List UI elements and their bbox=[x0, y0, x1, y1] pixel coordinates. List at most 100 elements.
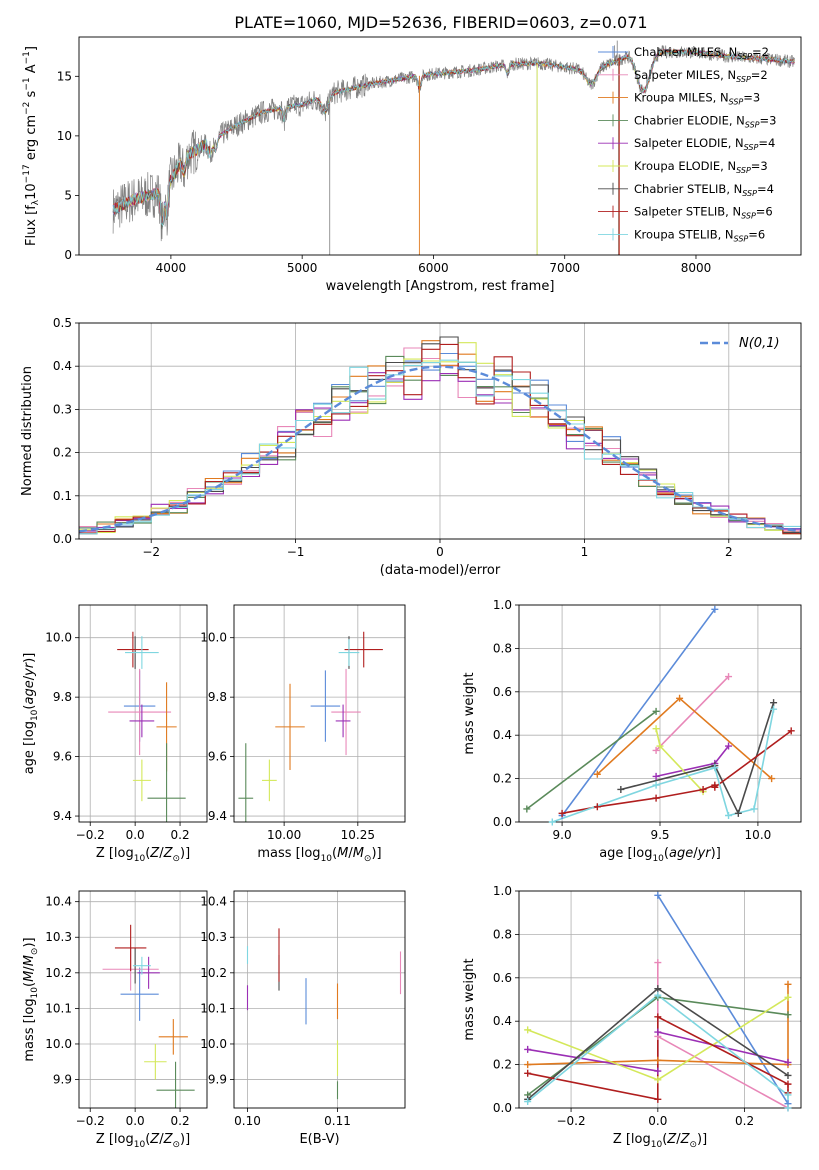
series-marker bbox=[652, 781, 660, 789]
x-axis-label: Z [log10(Z/Z⊙)] bbox=[96, 846, 190, 864]
series-marker bbox=[593, 770, 601, 778]
x-tick-label: −2 bbox=[142, 545, 160, 559]
plot-area bbox=[526, 608, 792, 822]
y-tick-label: 9.6 bbox=[53, 750, 72, 764]
series-marker bbox=[654, 891, 662, 899]
chart-age-vs-Z: −0.2 0.0 0.2 9.4 9.6 9.8 10.0 Z [log10(Z/Z⊙)] ag… bbox=[22, 604, 208, 864]
y-tick-label: 10.0 bbox=[200, 1037, 227, 1051]
y-tick-label: 9.4 bbox=[53, 809, 72, 823]
series-marker bbox=[654, 959, 662, 967]
series-marker bbox=[654, 1056, 662, 1064]
series-marker bbox=[524, 1097, 532, 1105]
y-tick-label: 10.0 bbox=[45, 1037, 72, 1051]
x-tick-label: 0.2 bbox=[171, 1114, 190, 1128]
legend-entry: Salpeter ELODIE, NSSP=4 bbox=[634, 136, 775, 152]
series-marker bbox=[654, 1013, 662, 1021]
plot-area bbox=[108, 631, 186, 822]
axes-frame bbox=[233, 890, 406, 1109]
series-marker bbox=[770, 699, 778, 707]
y-axis-label: mass [log10(M/M⊙)] bbox=[22, 937, 40, 1061]
series-line-5 bbox=[655, 728, 704, 793]
series-marker bbox=[750, 805, 758, 813]
y-tick-label: 9.6 bbox=[208, 750, 227, 764]
series-marker bbox=[652, 725, 660, 733]
plot-area bbox=[112, 40, 795, 255]
chart-mass-vs-ebv: 0.10 0.11 9.9 10.0 10.1 10.2 10.3 10.4 E(B-V) bbox=[200, 890, 406, 1147]
chart-age-vs-mass: 10.00 10.25 9.4 9.6 9.8 10.0 mass [log10(M/M⊙)… bbox=[200, 604, 406, 864]
x-tick-label: −0.2 bbox=[556, 1114, 585, 1128]
series-marker bbox=[768, 775, 776, 783]
x-tick-label: −0.2 bbox=[76, 828, 105, 842]
plot-area bbox=[79, 336, 801, 535]
series-marker bbox=[784, 1080, 792, 1088]
legend-entry: Kroupa MILES, NSSP=3 bbox=[634, 91, 760, 107]
series-marker bbox=[787, 727, 795, 735]
y-axis-label: Flux [fλ10−17 erg cm−2 s−1 A−1] bbox=[22, 46, 41, 246]
axes-frame bbox=[233, 604, 406, 823]
y-tick-label: 0 bbox=[64, 248, 72, 262]
x-tick-label: 10.0 bbox=[745, 828, 772, 842]
x-tick-label: 0 bbox=[436, 545, 444, 559]
series-marker bbox=[652, 746, 660, 754]
chart-residuals: −2 −1 0 1 2 0.0 0.1 0.2 0.3 0.4 0.5 (data-model)/er… bbox=[20, 316, 802, 578]
y-axis-label: Normed distribution bbox=[20, 366, 35, 496]
y-tick-label: 9.9 bbox=[53, 1073, 72, 1087]
x-tick-label: 6000 bbox=[418, 261, 449, 275]
chart-weight-vs-Z: −0.2 0.0 0.2 0.0 0.2 0.4 0.6 0.8 1.0 Z [log10(Z/Z… bbox=[462, 884, 802, 1150]
series-marker bbox=[558, 809, 566, 817]
x-axis-label: mass [log10(M/M⊙)] bbox=[257, 846, 381, 864]
y-axis-label: age [log10(age/yr)] bbox=[22, 653, 40, 775]
x-tick-label: 0.2 bbox=[171, 828, 190, 842]
y-tick-label: 10.3 bbox=[200, 930, 227, 944]
y-tick-label: 10.4 bbox=[200, 895, 227, 909]
series-marker bbox=[725, 673, 733, 681]
series-marker bbox=[652, 794, 660, 802]
legend-entry: Kroupa ELODIE, NSSP=3 bbox=[634, 159, 768, 175]
y-tick-label: 9.9 bbox=[208, 1073, 227, 1087]
series-marker bbox=[654, 991, 662, 999]
series-line-0 bbox=[561, 608, 716, 816]
y-tick-label: 0.2 bbox=[53, 446, 72, 460]
y-tick-label: 5 bbox=[64, 188, 72, 202]
series-line-8 bbox=[552, 709, 775, 822]
x-tick-label: 0.10 bbox=[234, 1114, 261, 1128]
y-tick-label: 1.0 bbox=[493, 598, 512, 612]
series-marker bbox=[524, 1045, 532, 1053]
plot-area bbox=[238, 631, 383, 822]
y-tick-label: 0.6 bbox=[493, 971, 512, 985]
y-tick-label: 10.4 bbox=[45, 895, 72, 909]
chart-spectrum: 4000 5000 6000 7000 8000 0 5 10 15 wavelength [An… bbox=[22, 36, 802, 294]
series-marker bbox=[784, 980, 792, 988]
legend-entry: Salpeter MILES, NSSP=2 bbox=[634, 68, 768, 84]
x-tick-label: 0.2 bbox=[735, 1114, 754, 1128]
x-tick-label: 5000 bbox=[287, 261, 318, 275]
chart-weight-vs-age: 9.0 9.5 10.0 0.0 0.2 0.4 0.6 0.8 1.0 age [log10(a… bbox=[462, 598, 802, 864]
series-line-0 bbox=[657, 894, 789, 1105]
y-tick-label: 0.4 bbox=[53, 359, 72, 373]
x-tick-label: 2 bbox=[725, 545, 733, 559]
series-marker bbox=[654, 1067, 662, 1075]
y-tick-label: 0.6 bbox=[493, 685, 512, 699]
y-tick-label: 0.2 bbox=[493, 772, 512, 786]
y-tick-label: 10.1 bbox=[45, 1001, 72, 1015]
series-marker bbox=[676, 694, 684, 702]
x-tick-label: 9.5 bbox=[650, 828, 669, 842]
x-tick-label: 1 bbox=[581, 545, 589, 559]
series-marker bbox=[654, 1095, 662, 1103]
y-tick-label: 9.8 bbox=[53, 690, 72, 704]
legend-entry: Kroupa STELIB, NSSP=6 bbox=[634, 227, 765, 243]
y-tick-label: 0.0 bbox=[493, 1101, 512, 1115]
x-tick-label: 0.0 bbox=[126, 1114, 145, 1128]
legend-entry: Chabrier ELODIE, NSSP=3 bbox=[634, 113, 776, 129]
y-tick-label: 0.5 bbox=[53, 316, 72, 330]
x-tick-label: 10.25 bbox=[341, 828, 375, 842]
series-line-2 bbox=[596, 697, 773, 780]
y-tick-label: 10.2 bbox=[45, 966, 72, 980]
series-marker bbox=[784, 1104, 792, 1112]
model-line-8 bbox=[112, 49, 795, 228]
series-marker bbox=[524, 1061, 532, 1069]
series-marker bbox=[654, 985, 662, 993]
y-tick-label: 10.2 bbox=[200, 966, 227, 980]
x-axis-label: Z [log10(Z/Z⊙)] bbox=[96, 1132, 190, 1150]
series-marker bbox=[654, 1028, 662, 1036]
